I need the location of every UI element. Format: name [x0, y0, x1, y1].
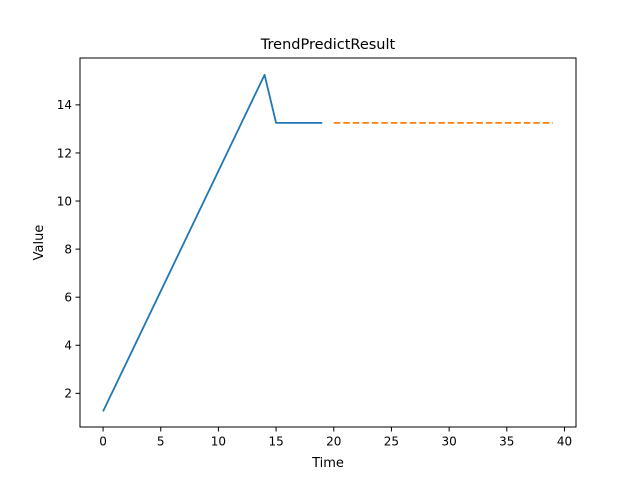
y-tick-label: 14 — [57, 98, 72, 112]
x-tick-label: 10 — [211, 435, 226, 449]
x-tick-label: 15 — [268, 435, 283, 449]
y-tick-label: 12 — [57, 146, 72, 160]
plot-frame — [79, 57, 577, 428]
x-tick-label: 30 — [441, 435, 456, 449]
y-tick-label: 10 — [57, 194, 72, 208]
series-layer — [102, 73, 553, 412]
y-tick-label: 2 — [64, 387, 72, 401]
x-axis: 0 5 10 15 20 25 30 35 40 — [99, 427, 572, 449]
y-axis-label: Value — [32, 225, 47, 261]
y-tick-label: 4 — [64, 339, 72, 353]
y-tick-label: 8 — [64, 242, 72, 256]
x-tick-label: 5 — [157, 435, 165, 449]
series-line-0 — [102, 73, 323, 412]
y-tick-label: 6 — [64, 290, 72, 304]
x-tick-label: 0 — [99, 435, 107, 449]
y-axis: 2 4 6 8 10 12 14 — [57, 98, 80, 401]
x-tick-label: 40 — [557, 435, 572, 449]
x-tick-label: 20 — [326, 435, 341, 449]
chart-title: TrendPredictResult — [260, 37, 396, 53]
x-tick-label: 25 — [384, 435, 399, 449]
x-axis-label: Time — [311, 456, 344, 471]
x-tick-label: 35 — [499, 435, 514, 449]
